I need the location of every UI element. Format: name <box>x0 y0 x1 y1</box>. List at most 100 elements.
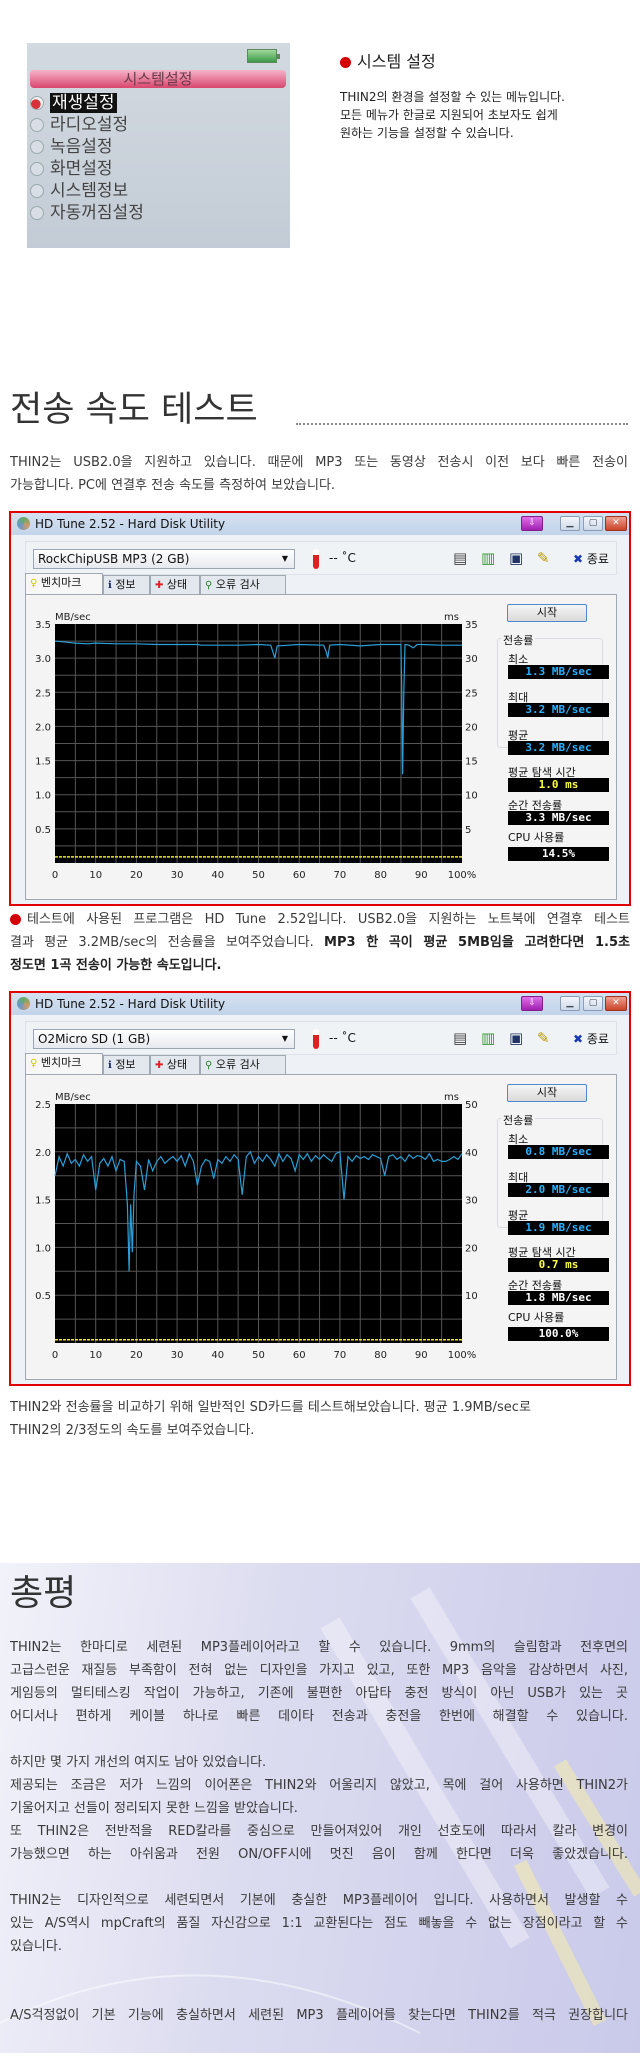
drive-select[interactable]: O2Micro SD (1 GB) ▼ <box>33 1029 295 1049</box>
text-line: 하지만 몇 가지 개선의 여지도 남아 있었습니다. <box>10 1755 267 1770</box>
download-icon[interactable]: ⇩ <box>521 996 543 1011</box>
tab-label: 정보 <box>115 1058 136 1071</box>
tab-error-scan[interactable]: ⚲ 오류 검사 <box>200 1055 286 1075</box>
copy-text-icon[interactable]: ▤ <box>453 1029 468 1047</box>
x-tick-label: 80 <box>374 1350 387 1361</box>
review-paragraph: THIN2는 한마디로 세련된 MP3플레이어라고 할 수 있습니다. 9mm의… <box>10 1636 628 1728</box>
caption-text: 결과 평균 3.2MB/sec의 전송률을 보여주었습니다. <box>10 935 325 950</box>
device-menu-item: 재생설정 <box>30 92 117 114</box>
chevron-down-icon: ▼ <box>281 1034 288 1043</box>
y-tick-label: 1.0 <box>35 1243 51 1254</box>
close-button[interactable]: ✕ <box>605 516 627 531</box>
tab-benchmark[interactable]: ♀ 벤치마크 <box>25 573 103 595</box>
text-line: 게임등의 멀티테스킹 작업이 가능하고, 기존에 불편한 아답타 충전 방식이 … <box>10 1686 628 1701</box>
radio-icon <box>30 184 44 198</box>
minimize-button[interactable]: ▁ <box>560 996 580 1011</box>
radio-icon <box>30 140 44 154</box>
x-tick-label: 30 <box>171 870 184 881</box>
tab-benchmark[interactable]: ♀ 벤치마크 <box>25 1053 103 1075</box>
avg-label: 평균 <box>508 1209 529 1222</box>
drive-select-value: O2Micro SD (1 GB) <box>38 1032 151 1046</box>
min-value: 1.3 MB/sec <box>508 665 609 679</box>
cpu-label: CPU 사용률 <box>508 1311 565 1324</box>
text-line: 있는 A/S역시 mpCraft의 품질 자신감으로 1:1 교환된다는 점도 … <box>10 1916 628 1931</box>
y-tick-label: 0.5 <box>35 1291 51 1302</box>
menu-item-label: 라디오설정 <box>50 115 129 135</box>
tab-label: 벤치마크 <box>40 1056 82 1069</box>
transfer-rate-label: 전송률 <box>501 632 536 648</box>
radio-icon <box>30 162 44 176</box>
heading-text: 시스템 설정 <box>357 52 436 71</box>
start-button[interactable]: 시작 <box>507 1084 587 1102</box>
save-icon[interactable]: ▣ <box>509 549 524 567</box>
cpu-label: CPU 사용률 <box>508 831 565 844</box>
tab-health[interactable]: ✚ 상태 <box>150 1055 200 1075</box>
transfer-rate-series <box>54 1150 463 1272</box>
menu-item-label: 재생설정 <box>50 93 117 113</box>
download-icon[interactable]: ⇩ <box>521 516 543 531</box>
maximize-button[interactable]: ▢ <box>583 516 603 531</box>
exit-button[interactable]: ✖ 종료 <box>573 550 609 567</box>
y2-tick-label: 20 <box>465 722 478 733</box>
avg-label: 평균 <box>508 729 529 742</box>
bullet-icon <box>10 914 21 925</box>
start-button[interactable]: 시작 <box>507 604 587 622</box>
x-tick-label: 20 <box>130 1350 143 1361</box>
copy-image-icon[interactable]: ▥ <box>481 549 496 567</box>
min-value: 0.8 MB/sec <box>508 1145 609 1159</box>
title-bar: HD Tune 2.52 - Hard Disk Utility <box>11 513 629 535</box>
speed-test-heading: 전송 속도 테스트 <box>10 390 258 430</box>
menu-item-label: 자동꺼짐설정 <box>50 203 144 223</box>
test-caption-1: 테스트에 사용된 프로그램은 HD Tune 2.52입니다. USB2.0을 … <box>10 908 630 977</box>
window-title: HD Tune 2.52 - Hard Disk Utility <box>35 517 226 531</box>
min-label: 최소 <box>508 1133 529 1146</box>
x-tick-label: 0 <box>52 870 58 881</box>
y2-tick-label: 35 <box>465 620 478 631</box>
title-bar: HD Tune 2.52 - Hard Disk Utility <box>11 993 629 1015</box>
text-line: THIN2의 2/3정도의 속도를 보여주었습니다. <box>10 1423 255 1438</box>
y-tick-label: 2.5 <box>35 1100 51 1111</box>
copy-image-icon[interactable]: ▥ <box>481 1029 496 1047</box>
save-icon[interactable]: ▣ <box>509 1029 524 1047</box>
burst-label: 순간 전송률 <box>508 1279 563 1292</box>
options-icon[interactable]: ✎ <box>537 549 550 567</box>
text-line: 가능했으면 하는 아쉬움과 전원 ON/OFF시에 멋진 음이 함께 한다면 더… <box>10 1847 628 1862</box>
caption-bold-text: MP3 한 곡이 평균 5MB임을 고려한다면 1.5초 <box>324 935 630 950</box>
options-icon[interactable]: ✎ <box>537 1029 550 1047</box>
background-watermark <box>0 1587 640 2034</box>
x-tick-label: 0 <box>52 1350 58 1361</box>
app-icon <box>17 997 30 1010</box>
info-icon: ℹ <box>108 1060 112 1071</box>
close-button[interactable]: ✕ <box>605 996 627 1011</box>
text-line: THIN2의 환경을 설정할 수 있는 메뉴입니다. <box>340 90 565 104</box>
drive-select[interactable]: RockChipUSB MP3 (2 GB) ▼ <box>33 549 295 569</box>
max-label: 최대 <box>508 691 529 704</box>
copy-text-icon[interactable]: ▤ <box>453 549 468 567</box>
x-tick-label: 10 <box>89 870 102 881</box>
tab-info[interactable]: ℹ 정보 <box>103 575 150 595</box>
minimize-button[interactable]: ▁ <box>560 516 580 531</box>
y-tick-label: 1.0 <box>35 791 51 802</box>
maximize-button[interactable]: ▢ <box>583 996 603 1011</box>
tab-info[interactable]: ℹ 정보 <box>103 1055 150 1075</box>
x-tick-label: 60 <box>293 870 306 881</box>
y2-tick-label: 30 <box>465 654 478 665</box>
tab-label: 오류 검사 <box>215 578 260 591</box>
x-tick-label: 60 <box>293 1350 306 1361</box>
speed-test-intro: THIN2는 USB2.0을 지원하고 있습니다. 때문에 MP3 또는 동영상… <box>10 451 628 497</box>
hdtune-window-2: HD Tune 2.52 - Hard Disk Utility ⇩ ▁ ▢ ✕ O2Mi… <box>9 991 631 1386</box>
review-paragraph: 하지만 몇 가지 개선의 여지도 남아 있었습니다. 제공되는 조금은 저가 느낌… <box>10 1751 628 1866</box>
text-line: 어디서나 편하게 케이블 하나로 빠른 데이타 전송과 충전을 한번에 해결할 … <box>10 1709 628 1724</box>
x-tick-label: 90 <box>415 870 428 881</box>
tab-error-scan[interactable]: ⚲ 오류 검사 <box>200 575 286 595</box>
thermometer-icon <box>313 549 319 569</box>
exit-button[interactable]: ✖ 종료 <box>573 1030 609 1047</box>
access-label: 평균 탐색 시간 <box>508 1246 576 1259</box>
text-line: THIN2는 디자인적으로 세련되면서 기본에 충실한 MP3플레이어 입니다.… <box>10 1893 628 1908</box>
y2-tick-label: 20 <box>465 1243 478 1254</box>
tab-health[interactable]: ✚ 상태 <box>150 575 200 595</box>
text-line: 기울어지고 선들이 정리되지 못한 느낌을 받았습니다. <box>10 1801 298 1816</box>
y2-tick-label: 5 <box>465 825 471 836</box>
device-menu-item: 시스템정보 <box>30 180 128 202</box>
